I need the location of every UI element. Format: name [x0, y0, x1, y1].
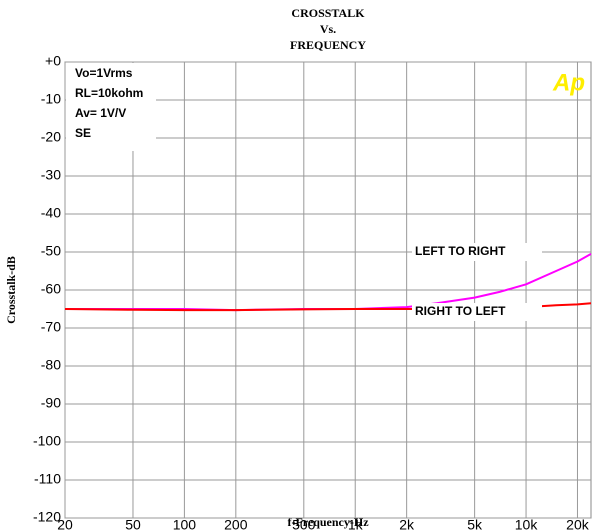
y-tick-label: -120 — [33, 509, 61, 525]
x-tick-label: 20k — [566, 517, 590, 530]
chart-title: FREQUENCY — [290, 38, 366, 52]
x-tick-label: 5k — [467, 517, 483, 530]
series-label: LEFT TO RIGHT — [415, 244, 506, 258]
y-tick-label: -70 — [41, 319, 61, 335]
annotation: RL=10kohm — [75, 86, 143, 100]
annotation-box — [66, 63, 156, 151]
series-label-bg — [412, 243, 542, 261]
y-tick-label: -90 — [41, 395, 61, 411]
y-tick-label: -80 — [41, 357, 61, 373]
chart-title: CROSSTALK — [291, 6, 365, 20]
y-tick-label: -110 — [34, 471, 61, 487]
logo: Ap — [552, 69, 585, 96]
y-tick-label: +0 — [45, 53, 61, 69]
y-tick-label: -60 — [41, 281, 61, 297]
series-label: RIGHT TO LEFT — [415, 304, 506, 318]
x-tick-label: 20 — [57, 517, 73, 530]
y-axis-label: Crosstalk-dB — [4, 256, 18, 324]
x-tick-label: 500 — [292, 517, 316, 530]
x-tick-label: 200 — [224, 517, 248, 530]
y-tick-label: -10 — [41, 91, 61, 107]
annotation: Vo=1Vrms — [75, 66, 133, 80]
chart-title: Vs. — [320, 22, 336, 36]
y-tick-label: -40 — [41, 205, 61, 221]
x-tick-label: 2k — [399, 517, 415, 530]
x-tick-label: 50 — [125, 517, 141, 530]
y-tick-label: -50 — [41, 243, 61, 259]
y-tick-label: -100 — [33, 433, 61, 449]
y-tick-label: -30 — [41, 167, 61, 183]
y-tick-label: -20 — [41, 129, 61, 145]
x-tick-label: 10k — [515, 517, 539, 530]
x-tick-label: 1k — [348, 517, 364, 530]
series-label-bg — [412, 303, 542, 321]
x-tick-label: 100 — [173, 517, 197, 530]
annotation: SE — [75, 126, 91, 140]
annotation: Av= 1V/V — [75, 106, 126, 120]
